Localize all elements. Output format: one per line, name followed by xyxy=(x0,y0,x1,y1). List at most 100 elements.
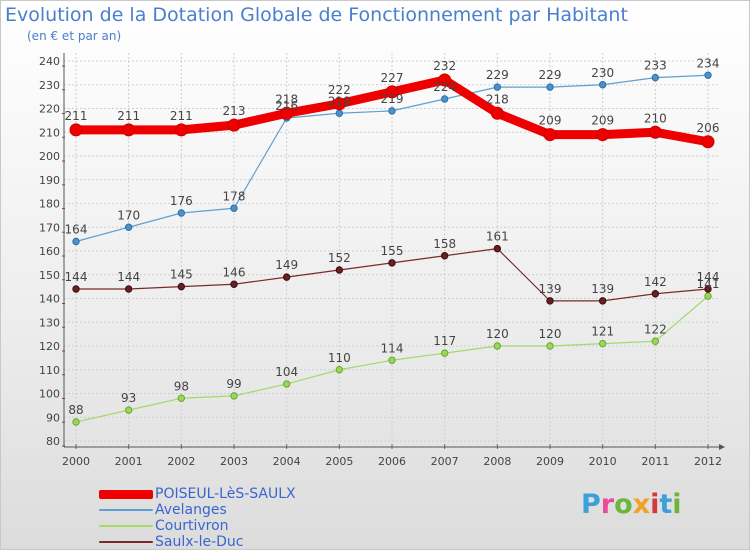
data-label-saulx: 161 xyxy=(486,230,509,244)
data-label-saulx: 149 xyxy=(275,258,298,272)
data-label-saulx: 152 xyxy=(328,251,351,265)
legend-swatch-courtivron xyxy=(99,525,153,527)
data-point-courtivron xyxy=(546,342,554,350)
y-tick-label: 130 xyxy=(39,316,60,329)
data-label-poiseul: 218 xyxy=(275,92,298,106)
data-point-avelanges xyxy=(388,107,396,115)
data-label-avelanges: 164 xyxy=(65,223,88,237)
data-point-poiseul xyxy=(596,128,610,142)
data-label-avelanges: 176 xyxy=(170,194,193,208)
data-point-courtivron xyxy=(388,356,396,364)
data-label-poiseul: 211 xyxy=(117,109,140,123)
data-point-poiseul xyxy=(543,128,557,142)
y-tick-label: 150 xyxy=(39,269,60,282)
y-tick-label: 220 xyxy=(39,103,60,116)
x-tick-label: 2005 xyxy=(325,455,353,468)
y-tick-label: 170 xyxy=(39,221,60,234)
data-point-poiseul xyxy=(227,118,241,132)
data-label-saulx: 145 xyxy=(170,268,193,282)
legend-label-saulx: Saulx-le-Duc xyxy=(155,534,244,550)
data-label-poiseul: 210 xyxy=(644,111,667,125)
x-tick-label: 2008 xyxy=(483,455,511,468)
data-label-courtivron: 104 xyxy=(275,365,298,379)
legend-swatch-avelanges xyxy=(99,509,153,511)
data-label-poiseul: 232 xyxy=(433,59,456,73)
data-label-saulx: 139 xyxy=(539,282,562,296)
data-label-avelanges: 234 xyxy=(697,56,720,70)
data-label-avelanges: 229 xyxy=(486,68,509,82)
data-point-courtivron xyxy=(72,418,80,426)
data-point-saulx xyxy=(598,297,607,305)
data-point-saulx xyxy=(335,266,344,274)
data-point-poiseul xyxy=(69,123,83,137)
data-label-poiseul: 222 xyxy=(328,83,351,97)
data-point-poiseul xyxy=(122,123,136,137)
data-label-poiseul: 209 xyxy=(539,114,562,128)
data-label-courtivron: 110 xyxy=(328,351,351,365)
chart-title: Evolution de la Dotation Globale de Fonc… xyxy=(5,4,628,26)
data-label-poiseul: 206 xyxy=(697,121,720,135)
data-label-courtivron: 121 xyxy=(591,325,614,339)
y-tick-label: 230 xyxy=(39,79,60,92)
data-label-saulx: 144 xyxy=(117,270,140,284)
data-label-saulx: 155 xyxy=(381,244,404,258)
data-point-saulx xyxy=(493,244,502,253)
data-point-avelanges xyxy=(546,83,554,91)
data-label-courtivron: 98 xyxy=(174,379,189,393)
data-label-courtivron: 117 xyxy=(433,334,456,348)
data-point-avelanges xyxy=(124,223,133,231)
data-label-saulx: 139 xyxy=(591,282,614,296)
data-point-courtivron xyxy=(335,366,344,374)
data-point-poiseul xyxy=(385,85,399,99)
y-tick-label: 240 xyxy=(39,55,60,68)
data-point-avelanges xyxy=(598,81,607,89)
y-tick-label: 110 xyxy=(39,364,60,377)
y-tick-label: 180 xyxy=(39,198,60,211)
logo-letter: i xyxy=(650,489,660,520)
data-label-saulx: 142 xyxy=(644,275,667,289)
legend-label-poiseul: POISEUL-LèS-SAULX xyxy=(155,486,296,502)
data-point-saulx xyxy=(388,259,396,267)
data-point-courtivron xyxy=(651,337,660,345)
logo-letter: P xyxy=(581,489,601,520)
data-label-avelanges: 178 xyxy=(223,189,246,203)
data-point-courtivron xyxy=(598,339,607,348)
data-label-avelanges: 218 xyxy=(328,94,351,108)
data-point-courtivron xyxy=(493,342,502,350)
data-label-courtivron: 99 xyxy=(226,377,241,391)
logo-letter: t xyxy=(659,489,673,520)
logo-letter: i xyxy=(672,489,682,520)
data-point-avelanges xyxy=(704,71,712,79)
data-label-courtivron: 120 xyxy=(539,327,562,341)
data-point-avelanges xyxy=(440,95,449,103)
data-point-saulx xyxy=(651,290,660,298)
data-point-saulx xyxy=(440,252,449,260)
data-point-saulx xyxy=(124,285,133,293)
data-label-courtivron: 88 xyxy=(68,403,83,417)
data-point-saulx xyxy=(72,285,80,293)
data-label-avelanges: 233 xyxy=(644,59,667,73)
data-label-poiseul: 213 xyxy=(223,104,246,118)
x-tick-label: 2004 xyxy=(273,455,301,468)
data-point-poiseul xyxy=(438,73,452,87)
data-point-poiseul xyxy=(490,106,504,120)
x-tick-label: 2007 xyxy=(431,455,459,468)
legend-label-courtivron: Courtivron xyxy=(155,518,229,534)
data-label-saulx: 144 xyxy=(697,270,720,284)
y-tick-label: 200 xyxy=(39,150,60,163)
x-tick-label: 2000 xyxy=(62,455,90,468)
data-point-saulx xyxy=(282,273,291,281)
data-point-courtivron xyxy=(704,292,712,300)
data-label-poiseul: 209 xyxy=(591,114,614,128)
series-lines xyxy=(69,71,715,426)
data-label-avelanges: 219 xyxy=(381,92,404,106)
y-tick-label: 210 xyxy=(39,126,60,139)
data-point-poiseul xyxy=(280,106,294,120)
data-point-poiseul xyxy=(174,123,188,137)
data-point-courtivron xyxy=(282,380,291,388)
legend-label-avelanges: Avelanges xyxy=(155,502,227,518)
data-point-avelanges xyxy=(335,109,344,117)
data-label-saulx: 144 xyxy=(65,270,88,284)
data-label-courtivron: 122 xyxy=(644,322,667,336)
data-label-poiseul: 218 xyxy=(486,92,509,106)
